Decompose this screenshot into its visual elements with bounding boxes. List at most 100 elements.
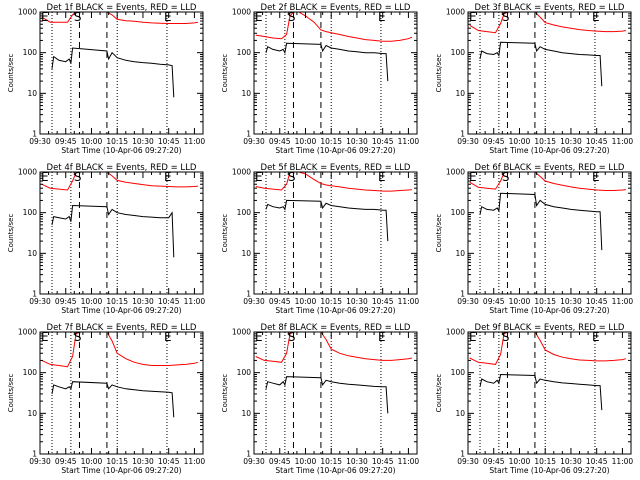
- y-tick-label: 1000: [232, 328, 251, 337]
- chart-title: Det 5f BLACK = Events, RED = LLD: [261, 163, 411, 173]
- y-tick-label: 10: [455, 409, 465, 418]
- y-tick-label: 10: [27, 409, 37, 418]
- chart-panel-1: Det 1f BLACK = Events, RED = LLD 1 10 100 10…: [7, 3, 205, 155]
- x-tick-label: 10:15: [320, 137, 342, 146]
- x-axis-label: Start Time (10-Apr-06 09:27:20): [275, 466, 395, 475]
- start-marker: S: [502, 330, 510, 344]
- plot-frame: [253, 331, 418, 455]
- x-tick-label: 10:45: [586, 137, 608, 146]
- chart-title: Det 4f BLACK = Events, RED = LLD: [47, 163, 197, 173]
- plot-frame: [253, 171, 418, 295]
- chart-panel-9: Det 9f BLACK = Events, RED = LLD 1 10 100 10…: [435, 323, 633, 475]
- y-tick-label: 1: [246, 290, 251, 299]
- series-line-black: [265, 42, 389, 82]
- y-axis-label: Counts/sec: [435, 54, 443, 93]
- x-tick-label: 10:30: [560, 297, 582, 306]
- end-marker: E: [592, 10, 600, 24]
- end-marker: E: [378, 10, 386, 24]
- x-tick-label: 09:45: [269, 297, 291, 306]
- start-marker: S: [288, 10, 296, 24]
- start-marker: S: [74, 330, 82, 344]
- series-line-red: [41, 171, 198, 191]
- end-marker: E: [164, 170, 172, 184]
- x-tick-label: 10:30: [346, 297, 368, 306]
- x-tick-label: 09:45: [483, 297, 505, 306]
- series-line-black: [479, 373, 603, 411]
- end-marker: E: [378, 330, 386, 344]
- start-marker: S: [74, 10, 82, 24]
- x-tick-label: 10:00: [295, 457, 317, 466]
- x-tick-label: 10:15: [320, 457, 342, 466]
- y-tick-label: 1: [246, 450, 251, 459]
- x-tick-label: 10:15: [106, 457, 128, 466]
- start-marker: S: [74, 170, 82, 184]
- start-marker: S: [502, 10, 510, 24]
- chart-title: Det 8f BLACK = Events, RED = LLD: [261, 323, 411, 333]
- y-tick-label: 1000: [446, 328, 465, 337]
- x-axis-label: Start Time (10-Apr-06 09:27:20): [61, 466, 181, 475]
- x-tick-label: 10:00: [509, 457, 531, 466]
- end-marker: E: [41, 330, 49, 344]
- x-tick-label: 10:30: [132, 297, 154, 306]
- plot-frame: [39, 331, 204, 455]
- x-tick-label: 09:45: [55, 297, 77, 306]
- y-tick-label: 100: [23, 208, 38, 217]
- series-line-black: [265, 199, 389, 242]
- y-tick-label: 100: [451, 208, 466, 217]
- y-tick-label: 10: [27, 89, 37, 98]
- series-line-black: [479, 192, 603, 251]
- x-tick-label: 09:45: [55, 457, 77, 466]
- chart-panel-5: Det 5f BLACK = Events, RED = LLD 1 10 100 10…: [221, 163, 419, 315]
- x-tick-label: 09:30: [243, 137, 265, 146]
- series-line-black: [479, 41, 603, 87]
- y-tick-label: 1: [32, 450, 37, 459]
- chart-title: Det 2f BLACK = Events, RED = LLD: [261, 3, 411, 13]
- x-tick-label: 09:30: [243, 457, 265, 466]
- x-axis-label: Start Time (10-Apr-06 09:27:20): [275, 146, 395, 155]
- x-tick-label: 10:30: [560, 457, 582, 466]
- end-marker: E: [164, 330, 172, 344]
- series-line-black: [51, 204, 175, 258]
- y-axis-label: Counts/sec: [435, 214, 443, 253]
- x-tick-label: 11:00: [398, 137, 420, 146]
- x-tick-label: 09:30: [457, 137, 479, 146]
- y-tick-label: 10: [455, 89, 465, 98]
- y-tick-label: 100: [23, 48, 38, 57]
- series-line-red: [469, 11, 626, 34]
- x-tick-label: 10:15: [106, 297, 128, 306]
- x-tick-label: 10:30: [132, 457, 154, 466]
- x-axis-label: Start Time (10-Apr-06 09:27:20): [489, 306, 609, 315]
- x-tick-label: 11:00: [612, 457, 634, 466]
- x-tick-label: 09:30: [457, 297, 479, 306]
- y-tick-label: 1000: [18, 168, 37, 177]
- y-tick-label: 1000: [232, 8, 251, 17]
- x-tick-label: 11:00: [184, 457, 206, 466]
- x-tick-label: 10:30: [346, 457, 368, 466]
- start-marker: S: [288, 170, 296, 184]
- y-tick-label: 100: [237, 48, 252, 57]
- end-marker: E: [469, 170, 477, 184]
- series-line-red: [41, 331, 199, 368]
- x-tick-label: 10:00: [295, 297, 317, 306]
- y-tick-label: 10: [241, 409, 251, 418]
- plot-frame: [467, 11, 632, 135]
- y-tick-label: 10: [241, 249, 251, 258]
- chart-panel-3: Det 3f BLACK = Events, RED = LLD 1 10 100 10…: [435, 3, 633, 155]
- end-marker: E: [255, 330, 263, 344]
- plot-frame: [253, 11, 418, 135]
- x-tick-label: 11:00: [398, 457, 420, 466]
- series-line-red: [255, 171, 412, 192]
- y-axis-label: Counts/sec: [7, 214, 15, 253]
- x-axis-label: Start Time (10-Apr-06 09:27:20): [61, 306, 181, 315]
- y-axis-label: Counts/sec: [221, 214, 229, 253]
- series-line-red: [41, 11, 198, 24]
- x-tick-label: 10:45: [586, 457, 608, 466]
- x-tick-label: 11:00: [612, 297, 634, 306]
- chart-panel-4: Det 4f BLACK = Events, RED = LLD 1 10 100 10…: [7, 163, 205, 315]
- y-tick-label: 10: [455, 249, 465, 258]
- x-tick-label: 09:45: [269, 137, 291, 146]
- end-marker: E: [41, 10, 49, 24]
- x-tick-label: 10:45: [586, 297, 608, 306]
- x-axis-label: Start Time (10-Apr-06 09:27:20): [489, 466, 609, 475]
- x-tick-label: 10:00: [509, 297, 531, 306]
